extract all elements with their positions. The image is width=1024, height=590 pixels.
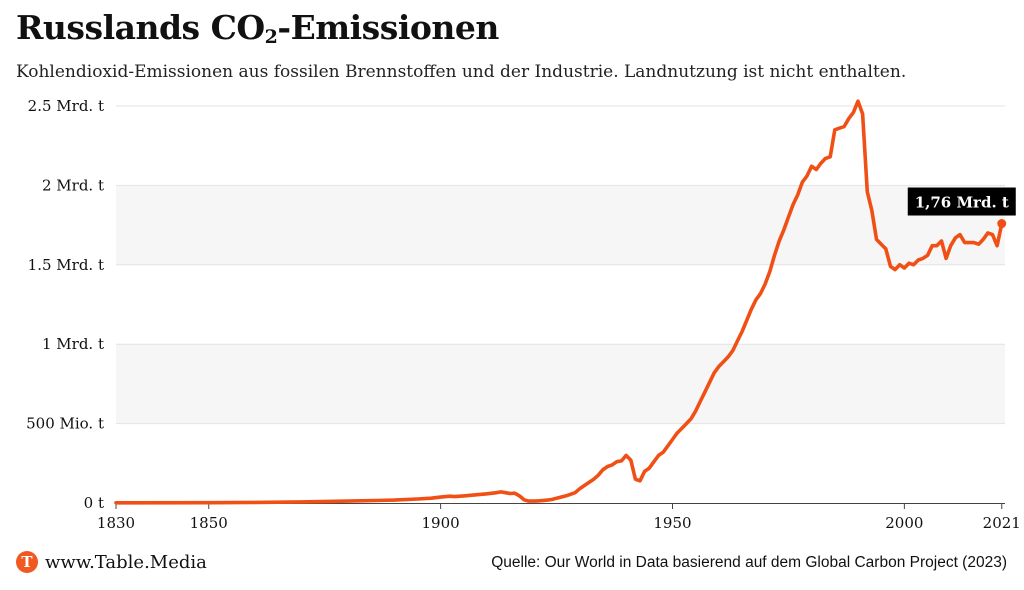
chart-series (114, 99, 1004, 505)
table-media-logo-icon: T (16, 551, 38, 573)
y-tick-label: 1 Mrd. t (42, 335, 104, 353)
co2-line-chart: 0 t 500 Mio. t 1 Mrd. t 1.5 Mrd. t 2 Mrd. t 2… (26, 97, 1021, 530)
x-tick-label: 1900 (422, 514, 460, 530)
chart-bands (116, 185, 1005, 424)
y-tick-label: 2.5 Mrd. t (28, 97, 104, 115)
y-tick-label: 500 Mio. t (26, 415, 104, 433)
x-tick-label: 2000 (885, 514, 923, 530)
source-note: Quelle: Our World in Data basierend auf … (491, 554, 1007, 571)
x-tick-label: 1950 (653, 514, 691, 530)
y-tick-label: 0 t (84, 494, 104, 512)
chart-annotation: 1,76 Mrd. t (907, 187, 1016, 229)
grid-band (116, 344, 1005, 424)
latest-value-marker (997, 219, 1007, 229)
title-main: Russlands CO (16, 8, 265, 47)
chart-subtitle: Kohlendioxid-Emissionen aus fossilen Bre… (16, 62, 907, 82)
emissions-line (114, 99, 1004, 505)
value-label-box (907, 187, 1016, 216)
chart-gridlines (116, 105, 1005, 425)
brand[interactable]: T www.Table.Media (16, 551, 207, 573)
title-end: -Emissionen (277, 8, 499, 47)
chart-title: Russlands CO2-Emissionen (16, 8, 499, 48)
x-axis: 1830 1850 1900 1950 2000 2021 (97, 503, 1021, 530)
y-tick-label: 1.5 Mrd. t (28, 256, 104, 274)
y-tick-label: 2 Mrd. t (42, 176, 104, 194)
brand-link[interactable]: www.Table.Media (45, 551, 207, 573)
x-tick-label: 1850 (190, 514, 228, 530)
x-tick-label: 2021 (983, 514, 1021, 530)
title-subscript: 2 (264, 26, 278, 48)
x-tick-label: 1830 (97, 514, 135, 530)
value-label: 1,76 Mrd. t (915, 194, 1009, 212)
y-axis-ticks: 0 t 500 Mio. t 1 Mrd. t 1.5 Mrd. t 2 Mrd. t 2… (26, 97, 104, 512)
grid-band (116, 185, 1005, 265)
